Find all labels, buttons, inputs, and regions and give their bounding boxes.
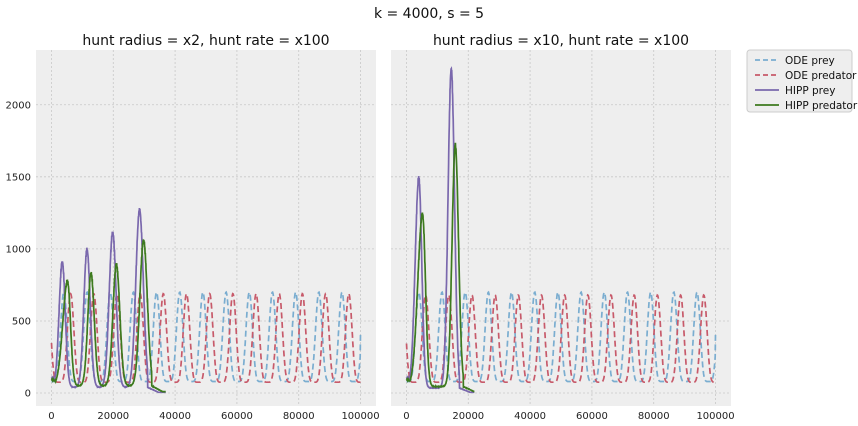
series-line-ode-prey — [406, 290, 717, 383]
subplot-right: 0 20000 40000 60000 80000 100000 hunt radius … — [391, 33, 735, 422]
legend-label: ODE predator — [785, 70, 857, 82]
legend-frame — [746, 49, 853, 113]
figure-suptitle: k = 4000, s = 5 — [374, 6, 484, 22]
ticks-left: 0 20000 40000 60000 80000 100000 0 500 1000 1500 2… — [6, 100, 380, 422]
x-tick-label: 20000 — [452, 411, 484, 422]
legend-entries: ODE prey ODE predator HIPP prey HIPP predat… — [755, 55, 858, 112]
x-tick-label: 60000 — [221, 411, 253, 422]
subplot-title-right: hunt radius = x10, hunt rate = x100 — [433, 33, 689, 49]
series-line-hipp-predator — [405, 142, 475, 393]
legend-label: HIPP predator — [785, 100, 858, 112]
series-line-ode-predator — [405, 293, 716, 384]
x-tick-label: 80000 — [283, 411, 315, 422]
legend-label: ODE prey — [785, 55, 835, 67]
y-tick-label: 1500 — [6, 172, 31, 183]
x-tick-label: 80000 — [638, 411, 670, 422]
x-tick-label: 0 — [403, 411, 409, 422]
axes-right-background — [391, 50, 731, 406]
y-tick-label: 500 — [12, 316, 31, 327]
x-tick-label: 60000 — [576, 411, 608, 422]
legend: ODE prey ODE predator HIPP prey HIPP predat… — [746, 49, 858, 113]
y-tick-label: 2000 — [6, 100, 31, 111]
ticks-right: 0 20000 40000 60000 80000 100000 — [403, 411, 734, 422]
subplot-title-left: hunt radius = x2, hunt rate = x100 — [82, 33, 329, 49]
legend-label: HIPP prey — [785, 85, 835, 97]
x-tick-label: 100000 — [696, 411, 734, 422]
x-tick-label: 40000 — [514, 411, 546, 422]
x-tick-label: 100000 — [341, 411, 379, 422]
subplot-left: 0 20000 40000 60000 80000 100000 0 500 1000 1500 2… — [6, 33, 380, 422]
y-tick-label: 1000 — [6, 244, 31, 255]
y-tick-label: 0 — [25, 389, 31, 400]
series-line-hipp-predator — [50, 238, 166, 393]
series-group-right — [405, 66, 717, 394]
series-line-ode-predator — [50, 292, 361, 384]
series-group-left — [50, 207, 362, 394]
axes-left-background — [36, 50, 376, 406]
x-tick-label: 0 — [48, 411, 54, 422]
x-tick-label: 20000 — [97, 411, 129, 422]
series-line-hipp-prey — [50, 207, 166, 394]
x-tick-label: 40000 — [159, 411, 191, 422]
